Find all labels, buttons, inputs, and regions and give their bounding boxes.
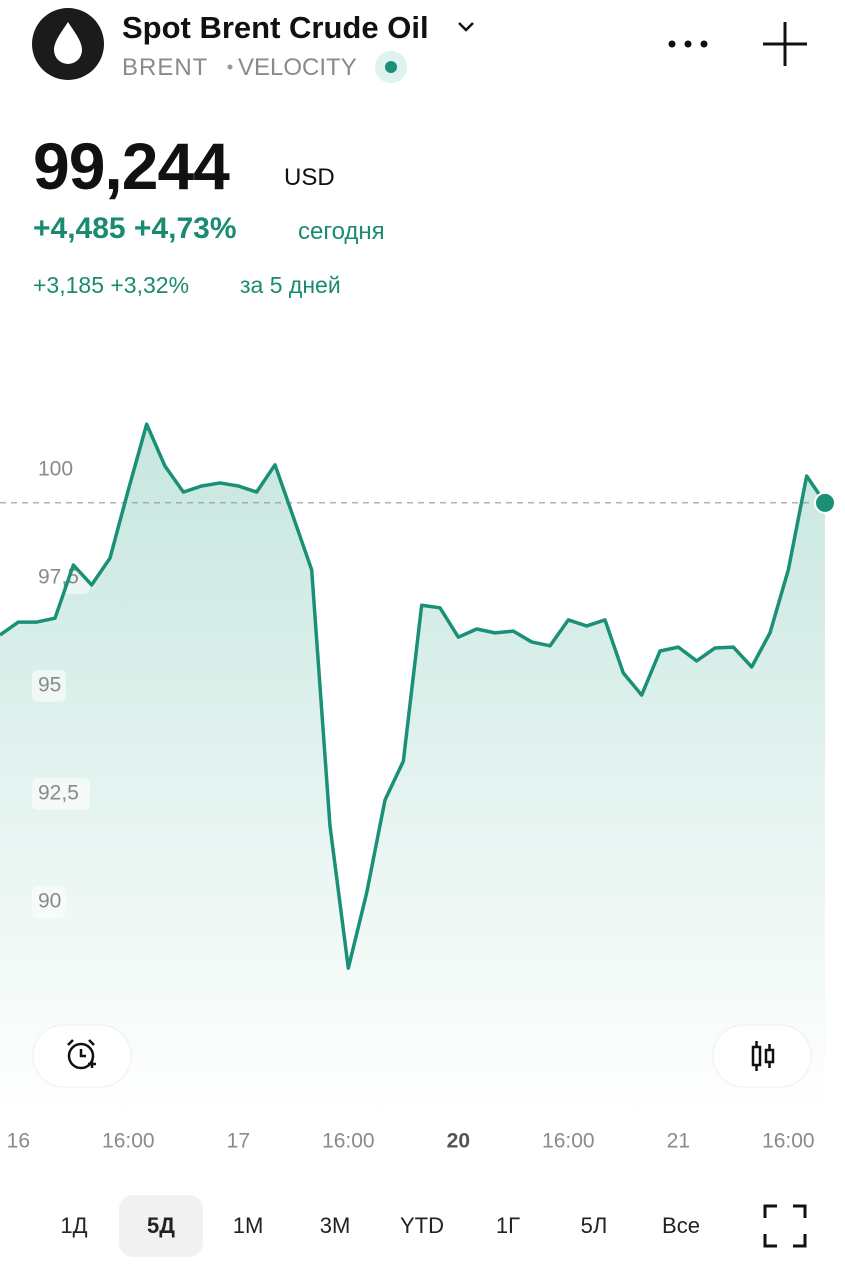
currency: USD bbox=[284, 164, 335, 191]
x-tick-label: 20 bbox=[447, 1130, 470, 1153]
x-tick-label: 16 bbox=[7, 1130, 30, 1153]
y-tick-label: 90 bbox=[38, 890, 61, 913]
price: 99,244 bbox=[33, 129, 230, 203]
x-tick-label: 16:00 bbox=[102, 1130, 155, 1153]
x-tick-label: 21 bbox=[667, 1130, 690, 1153]
exchange: BRENT bbox=[122, 54, 209, 81]
range-button[interactable]: 1Г bbox=[496, 1213, 520, 1238]
alert-icon bbox=[67, 1039, 96, 1070]
more-button[interactable] bbox=[668, 40, 708, 48]
range-selected bbox=[119, 1195, 203, 1257]
logo-drop bbox=[54, 22, 82, 64]
today-label: сегодня bbox=[298, 218, 385, 245]
x-tick-label: 17 bbox=[227, 1130, 250, 1153]
y-tick-label: 92,5 bbox=[38, 782, 79, 805]
last-point bbox=[814, 491, 836, 514]
range-button[interactable]: 1Д bbox=[60, 1213, 87, 1238]
candle-icon bbox=[751, 1041, 775, 1071]
add-button[interactable] bbox=[763, 22, 807, 66]
y-tick-bg bbox=[32, 454, 78, 486]
area bbox=[0, 424, 825, 1118]
change-5d: +3,185 +3,32% bbox=[33, 272, 190, 298]
range-button[interactable]: 5Л bbox=[581, 1213, 608, 1238]
source: VELOCITY bbox=[238, 54, 357, 81]
fullscreen-button[interactable] bbox=[763, 1204, 807, 1248]
title: Spot Brent Crude Oil bbox=[122, 10, 429, 45]
range-button[interactable]: 3М bbox=[320, 1213, 351, 1238]
status-dot bbox=[385, 61, 397, 73]
range-button[interactable]: 5Д bbox=[147, 1213, 175, 1238]
y-tick-label: 95 bbox=[38, 674, 61, 697]
y-tick-bg bbox=[32, 670, 66, 702]
y-tick-bg bbox=[32, 562, 90, 594]
title-chevron[interactable] bbox=[458, 22, 474, 32]
chart-type-button[interactable] bbox=[712, 1024, 812, 1088]
separator bbox=[227, 64, 233, 70]
y-tick-label: 100 bbox=[38, 458, 73, 481]
range-button[interactable]: Все bbox=[662, 1213, 700, 1238]
price-line bbox=[0, 422, 827, 970]
y-tick-bg bbox=[32, 778, 90, 810]
x-tick-label: 16:00 bbox=[762, 1130, 815, 1153]
range-button[interactable]: YTD bbox=[400, 1213, 444, 1238]
x-tick-label: 16:00 bbox=[542, 1130, 595, 1153]
period-label: за 5 дней bbox=[240, 272, 341, 298]
range-button[interactable]: 1М bbox=[233, 1213, 264, 1238]
y-tick-bg bbox=[32, 886, 66, 918]
x-tick-label: 16:00 bbox=[322, 1130, 375, 1153]
change-today: +4,485 +4,73% bbox=[33, 212, 237, 245]
